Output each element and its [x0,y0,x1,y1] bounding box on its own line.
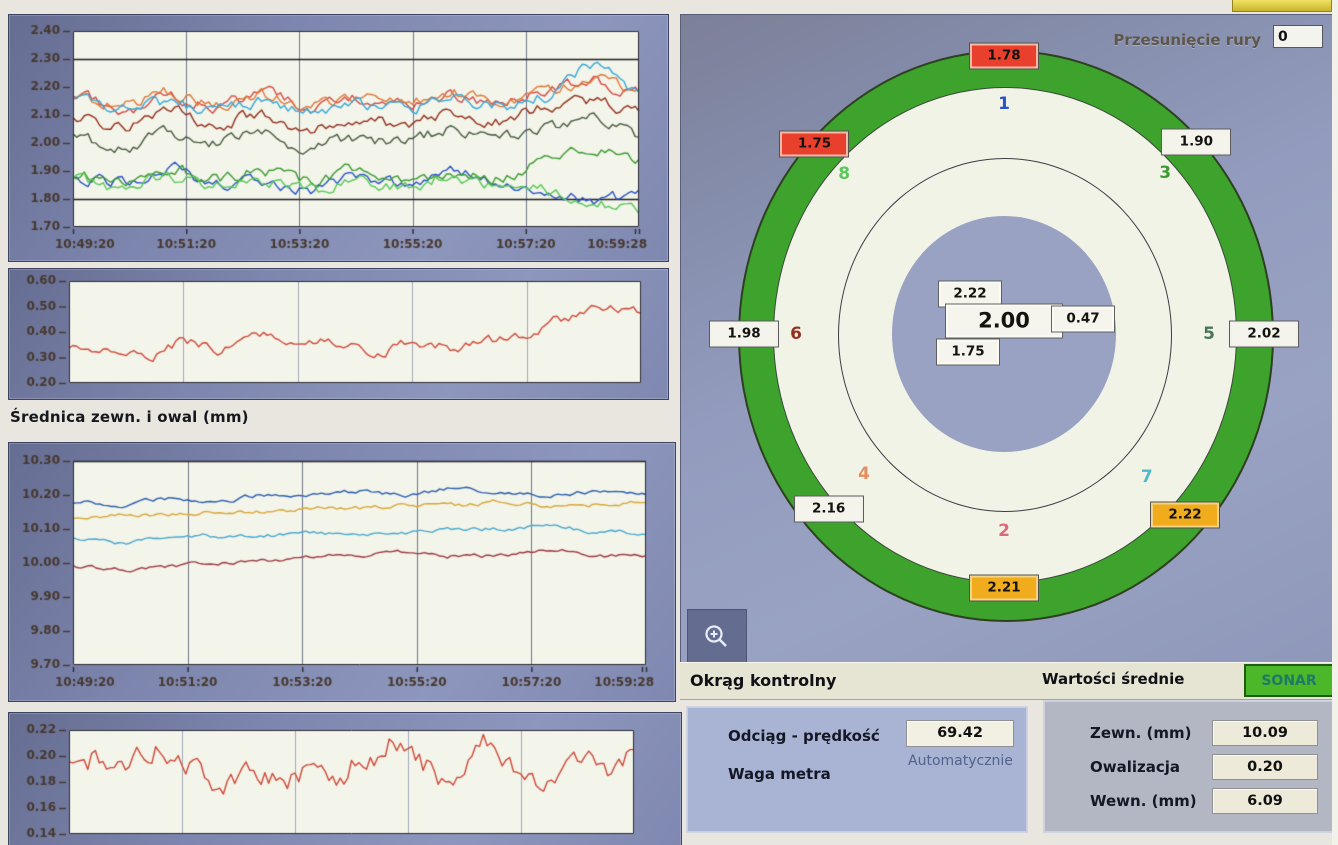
point-number-5: 5 [1203,324,1215,344]
outer-diameter-label: Zewn. (mm) [1090,724,1192,742]
inner-diameter-label: Wewn. (mm) [1090,792,1197,810]
thickness-badge-point-2: 2.21 [972,577,1036,599]
diameter-section-label: Średnica zewn. i owal (mm) [10,408,249,426]
top-edge-button[interactable] [1232,0,1332,12]
haul-speed-label: Odciąg - prędkość [728,727,880,745]
cross-section-panel: Przesunięcie rury 1.7811.9032.0252.2272.… [680,14,1334,665]
thickness-badge-point-7: 2.22 [1153,504,1218,526]
center-value-main: 2.00 [948,306,1060,336]
control-circle [838,158,1172,512]
chart-oval-trend-frame [8,268,669,400]
zoom-button[interactable] [687,609,747,665]
chart-weight-trend [9,713,679,844]
chart-diameter-frame [8,442,676,702]
outer-diameter-value: 10.09 [1212,720,1318,746]
inner-diameter-value: 6.09 [1212,788,1318,814]
sonar-button[interactable]: SONAR [1244,664,1334,697]
thickness-badge-point-1: 1.78 [972,45,1036,67]
thickness-badge-point-3: 1.90 [1164,131,1229,153]
point-number-2: 2 [998,521,1010,541]
point-number-3: 3 [1159,162,1172,183]
meter-weight-label: Waga metra [728,765,831,783]
control-circle-title: Okrąg kontrolny [690,671,837,690]
center-value-top: 2.22 [941,283,999,305]
chart-diameter [9,443,673,699]
footer-bar: Okrąg kontrolny Wartości średnie SONAR [680,662,1338,700]
thickness-badge-point-5: 2.02 [1232,323,1296,345]
zoom-in-icon [705,625,727,647]
point-number-6: 6 [790,324,802,344]
point-number-8: 8 [838,164,851,185]
thickness-badge-point-4: 2.16 [796,498,861,520]
averages-panel: Zewn. (mm) 10.09 Owalizacja 0.20 Wewn. (… [1043,700,1335,833]
chart-oval-trend [9,269,666,397]
chart-wall-thickness [9,15,666,259]
center-value-aux: 0.47 [1054,308,1112,330]
thickness-badge-point-6: 1.98 [712,323,776,345]
point-number-7: 7 [1140,466,1153,487]
mode-automatic-label: Automatycznie [908,753,1013,769]
average-values-title: Wartości średnie [1042,670,1185,688]
haul-off-panel: Odciąg - prędkość 69.42 Automatycznie Wa… [686,706,1028,833]
thickness-badge-point-8: 1.75 [782,133,847,155]
ovality-value: 0.20 [1212,754,1318,780]
pipe-offset-label: Przesunięcie rury [1113,31,1261,49]
point-number-1: 1 [998,94,1010,114]
chart-wall-thickness-frame [8,14,669,262]
center-value-bottom: 1.75 [939,341,997,363]
point-number-4: 4 [858,464,870,484]
screen-edge-strip [1332,0,1338,845]
haul-speed-input[interactable]: 69.42 [906,720,1014,747]
chart-weight-trend-frame [8,712,682,845]
pipe-offset-input[interactable] [1273,25,1323,48]
ovality-label: Owalizacja [1090,758,1181,776]
